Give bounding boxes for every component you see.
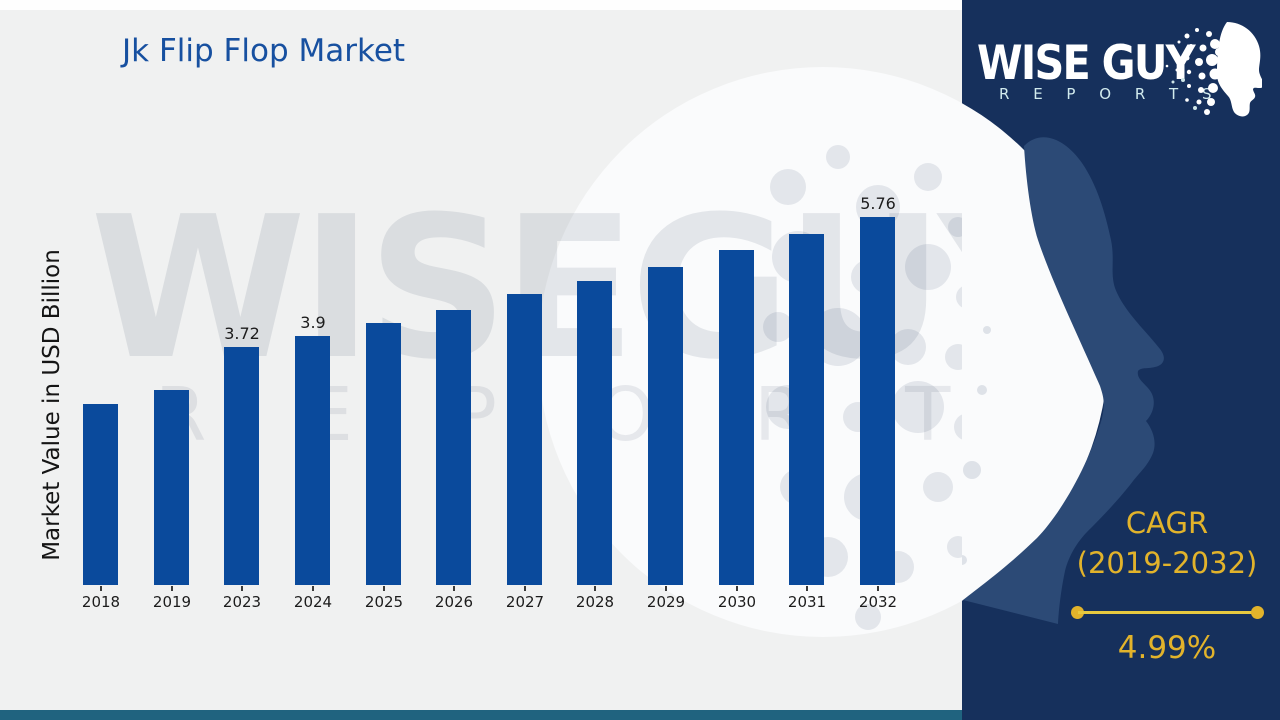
watermark-dot: [890, 329, 926, 365]
watermark-dots: [962, 326, 991, 565]
bar-2032: [860, 217, 895, 585]
cagr-range: (2019-2032): [1076, 546, 1258, 580]
logo-face-icon: [1165, 22, 1262, 117]
watermark-reports: R E P O R T S: [155, 372, 962, 458]
x-axis-label-2025: 2025: [364, 593, 404, 611]
bar-2028: [577, 281, 612, 585]
x-axis-tick: [594, 586, 596, 591]
x-axis-label-2028: 2028: [575, 593, 615, 611]
x-axis-label-2019: 2019: [152, 593, 192, 611]
x-axis-tick: [171, 586, 173, 591]
x-axis-label-2018: 2018: [81, 593, 121, 611]
x-axis-tick: [383, 586, 385, 591]
x-axis-label-2030: 2030: [717, 593, 757, 611]
logo-reports: R E P O R T S: [999, 85, 1221, 103]
watermark-dot: [855, 604, 881, 630]
bar-2026: [436, 310, 471, 585]
watermark-dot: [770, 169, 806, 205]
cagr-line-left-dot: [1071, 606, 1084, 619]
x-axis-label-2027: 2027: [505, 593, 545, 611]
page-title: Jk Flip Flop Market: [122, 33, 406, 69]
bar-2018: [83, 404, 118, 585]
x-axis-tick: [100, 586, 102, 591]
bar-2029: [648, 267, 683, 585]
logo-wordmark: WISE GUY: [977, 36, 1196, 91]
x-axis-label-2023: 2023: [222, 593, 262, 611]
bar-chart: 2018 2019 3.72 2023 3.9 2024 2025 2026 2027 2028 2…: [81, 194, 898, 611]
x-axis-tick: [312, 586, 314, 591]
cagr-value: 4.99%: [1117, 630, 1217, 666]
cagr-line-right-dot: [1251, 606, 1264, 619]
top-strip: [0, 0, 962, 10]
x-axis-label-2029: 2029: [646, 593, 686, 611]
x-axis-tick: [453, 586, 455, 591]
watermark-dot: [923, 472, 953, 502]
x-axis-tick: [806, 586, 808, 591]
face-silhouette: [963, 137, 1164, 624]
cagr-line: [1078, 611, 1258, 614]
watermark-dot: [763, 312, 793, 342]
watermark-dot: [826, 145, 850, 169]
x-axis-label-2026: 2026: [434, 593, 474, 611]
x-axis-label-2031: 2031: [787, 593, 827, 611]
x-axis-tick: [241, 586, 243, 591]
x-axis-label-2032: 2032: [858, 593, 898, 611]
watermark-dot: [905, 244, 951, 290]
watermark-dot: [914, 163, 942, 191]
x-axis-label-2024: 2024: [293, 593, 333, 611]
bar-2030: [719, 250, 754, 585]
bar-value-label-2024: 3.9: [300, 313, 326, 332]
x-axis-tick: [665, 586, 667, 591]
bar-2027: [507, 294, 542, 585]
cagr-label: CAGR: [1125, 506, 1209, 540]
x-axis-tick: [736, 586, 738, 591]
bottom-strip: [0, 710, 962, 720]
bar-value-label-2023: 3.72: [224, 324, 260, 343]
bar-2031: [789, 234, 824, 585]
x-axis-tick: [524, 586, 526, 591]
bar-2025: [366, 323, 401, 585]
bar-2019: [154, 390, 189, 585]
brand-panel: [962, 0, 1280, 720]
bar-value-label-2032: 5.76: [860, 194, 896, 213]
bar-2024: [295, 336, 330, 585]
bar-2023: [224, 347, 259, 585]
x-axis-tick: [877, 586, 879, 591]
watermark-dot: [892, 381, 944, 433]
